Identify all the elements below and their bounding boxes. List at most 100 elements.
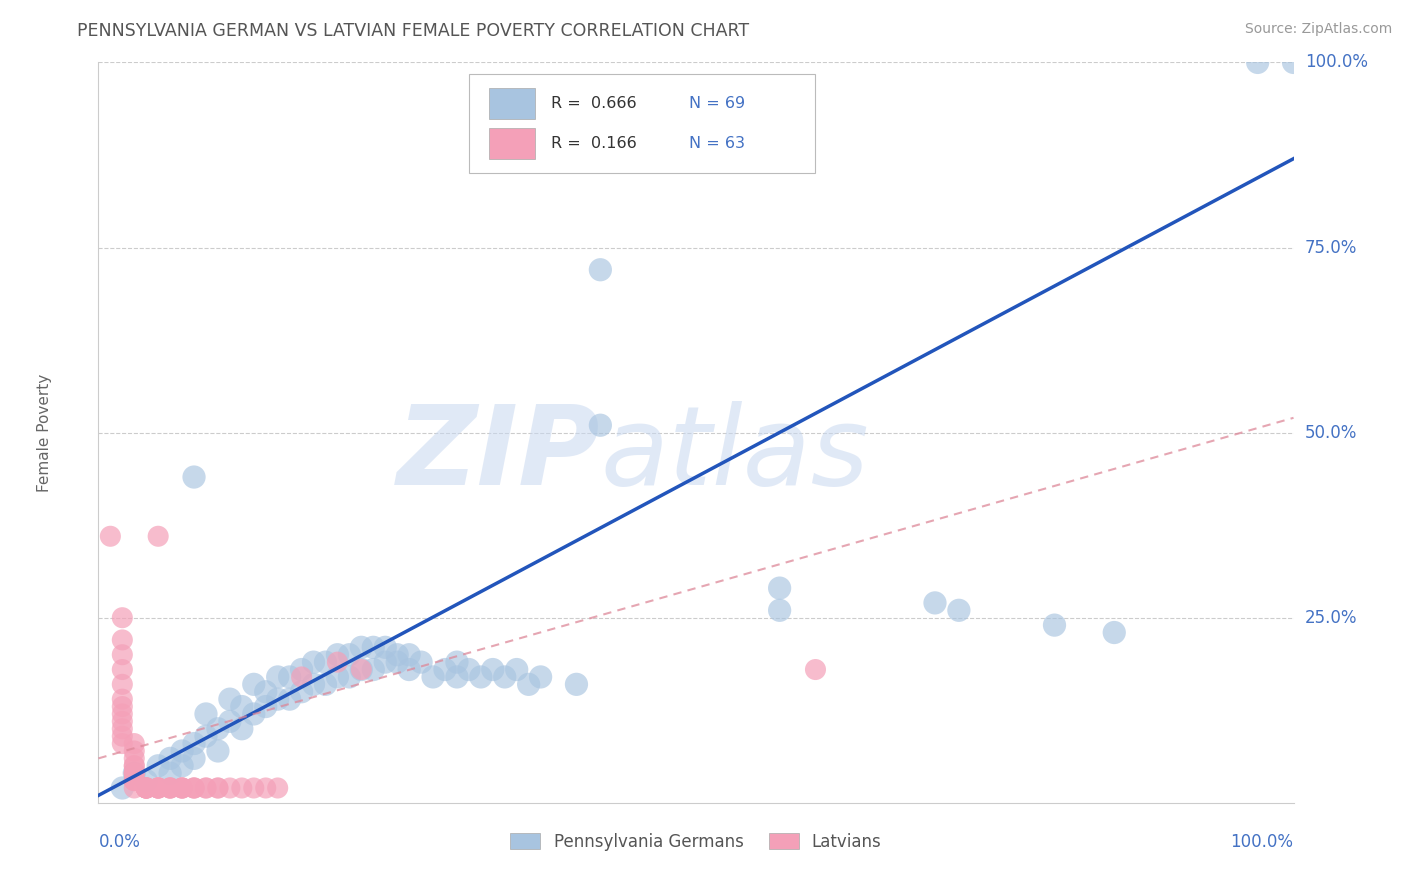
- Point: [111, 699, 134, 714]
- Point: [124, 766, 146, 780]
- Point: [326, 648, 349, 662]
- Point: [124, 773, 146, 788]
- Point: [291, 670, 314, 684]
- Point: [254, 780, 277, 795]
- Point: [326, 670, 349, 684]
- Point: [231, 722, 253, 736]
- Point: [530, 670, 553, 684]
- Point: [183, 751, 205, 765]
- Point: [231, 699, 253, 714]
- Point: [172, 780, 194, 795]
- Point: [339, 648, 361, 662]
- Point: [148, 780, 170, 795]
- Point: [172, 758, 194, 772]
- Text: ZIP: ZIP: [396, 401, 600, 508]
- Point: [148, 780, 170, 795]
- Text: PENNSYLVANIA GERMAN VS LATVIAN FEMALE POVERTY CORRELATION CHART: PENNSYLVANIA GERMAN VS LATVIAN FEMALE PO…: [77, 22, 749, 40]
- Point: [124, 773, 146, 788]
- Point: [183, 780, 205, 795]
- Text: 25.0%: 25.0%: [1305, 608, 1357, 627]
- Point: [135, 780, 157, 795]
- Text: 100.0%: 100.0%: [1305, 54, 1368, 71]
- Point: [398, 663, 420, 677]
- Point: [124, 758, 146, 772]
- Point: [411, 655, 433, 669]
- Point: [195, 729, 218, 743]
- Text: 0.0%: 0.0%: [98, 833, 141, 851]
- Point: [111, 663, 134, 677]
- Point: [111, 714, 134, 729]
- Point: [207, 780, 229, 795]
- Point: [243, 780, 266, 795]
- Point: [148, 529, 170, 543]
- Point: [207, 722, 229, 736]
- Point: [124, 780, 146, 795]
- Point: [159, 780, 181, 795]
- Point: [315, 677, 337, 691]
- Point: [278, 670, 301, 684]
- Point: [135, 780, 157, 795]
- Text: N = 63: N = 63: [689, 136, 745, 151]
- Point: [195, 780, 218, 795]
- Point: [124, 758, 146, 772]
- Point: [135, 780, 157, 795]
- Point: [1247, 55, 1270, 70]
- Point: [172, 780, 194, 795]
- Point: [148, 780, 170, 795]
- Point: [517, 677, 540, 691]
- Point: [172, 744, 194, 758]
- Point: [111, 737, 134, 751]
- Point: [494, 670, 516, 684]
- Point: [183, 780, 205, 795]
- Legend: Pennsylvania Germans, Latvians: Pennsylvania Germans, Latvians: [503, 826, 889, 857]
- Text: N = 69: N = 69: [689, 96, 745, 112]
- Point: [1043, 618, 1066, 632]
- Text: 50.0%: 50.0%: [1305, 424, 1357, 442]
- Point: [231, 780, 253, 795]
- Text: Source: ZipAtlas.com: Source: ZipAtlas.com: [1244, 22, 1392, 37]
- Point: [254, 699, 277, 714]
- Point: [124, 766, 146, 780]
- Point: [135, 773, 157, 788]
- Point: [326, 655, 349, 669]
- Point: [768, 603, 790, 617]
- Point: [159, 780, 181, 795]
- Point: [207, 744, 229, 758]
- Point: [315, 655, 337, 669]
- Bar: [489, 128, 534, 159]
- Point: [350, 663, 373, 677]
- Point: [111, 780, 134, 795]
- Point: [278, 692, 301, 706]
- Point: [302, 655, 325, 669]
- FancyBboxPatch shape: [470, 73, 815, 173]
- Point: [446, 655, 468, 669]
- Point: [458, 663, 481, 677]
- Point: [172, 780, 194, 795]
- Point: [111, 632, 134, 647]
- Point: [565, 677, 588, 691]
- Point: [363, 640, 385, 655]
- Point: [434, 663, 457, 677]
- Point: [350, 663, 373, 677]
- Point: [385, 648, 409, 662]
- Text: Female Poverty: Female Poverty: [37, 374, 52, 491]
- Point: [111, 722, 134, 736]
- Bar: [489, 88, 534, 120]
- Point: [506, 663, 529, 677]
- Point: [385, 655, 409, 669]
- Point: [339, 670, 361, 684]
- Point: [422, 670, 444, 684]
- Point: [124, 751, 146, 765]
- Point: [267, 780, 290, 795]
- Point: [148, 758, 170, 772]
- Text: 100.0%: 100.0%: [1230, 833, 1294, 851]
- Point: [98, 529, 122, 543]
- Point: [363, 663, 385, 677]
- Point: [350, 640, 373, 655]
- Point: [111, 610, 134, 624]
- Point: [1104, 625, 1126, 640]
- Text: 75.0%: 75.0%: [1305, 238, 1357, 257]
- Point: [195, 780, 218, 795]
- Point: [291, 663, 314, 677]
- Point: [148, 780, 170, 795]
